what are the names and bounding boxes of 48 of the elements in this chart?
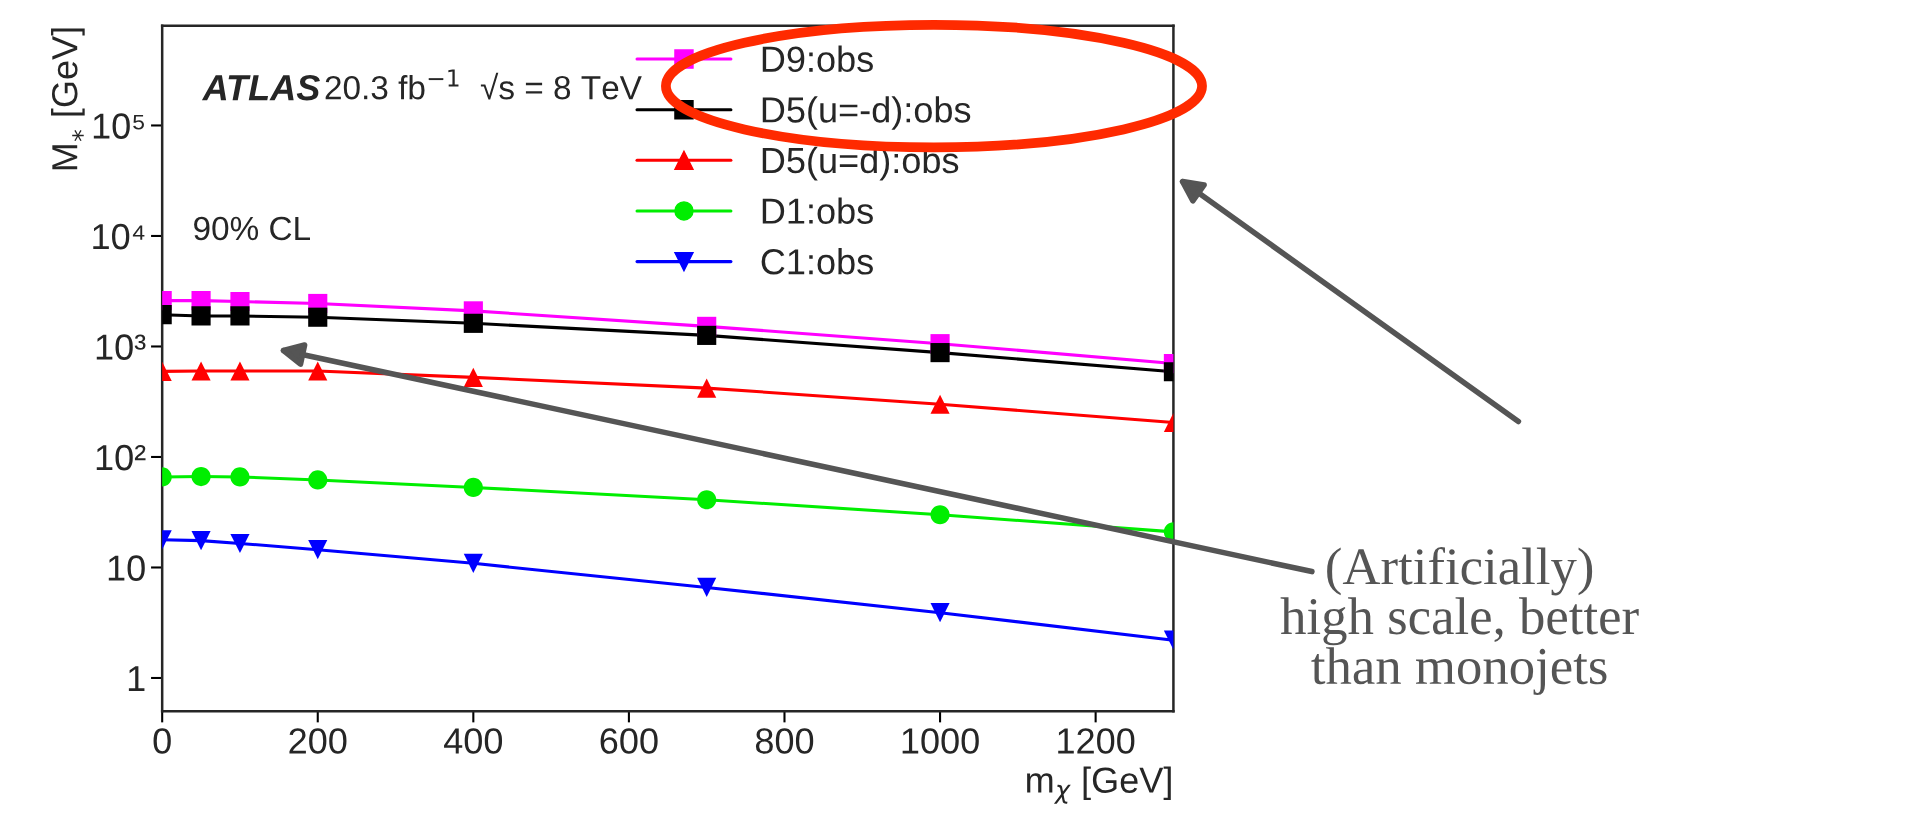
point	[230, 533, 250, 554]
annotation: ATLAS	[201, 74, 320, 101]
x-tick-label: 200	[289, 728, 347, 754]
y-axis-title: M$_{⁎}$ [GeV]	[51, 28, 85, 170]
point	[930, 394, 950, 414]
point	[930, 603, 950, 623]
y-tick-label: 10²	[96, 444, 146, 471]
point	[697, 490, 717, 510]
point	[463, 553, 483, 573]
annotation: 90% CL	[194, 216, 310, 241]
point	[463, 477, 483, 498]
point	[697, 325, 717, 345]
point	[191, 531, 211, 551]
point	[463, 367, 483, 387]
point	[191, 466, 211, 487]
legend-label: D1:obs	[762, 197, 873, 224]
x-tick-label: 400	[444, 728, 503, 754]
point	[191, 306, 211, 326]
x-tick-label: 0	[153, 728, 171, 754]
point	[697, 577, 717, 597]
x-axis-title: m$_{χ}$ [GeV]	[1027, 766, 1171, 804]
point	[230, 467, 250, 487]
legend-label: D5(u=d):obs	[762, 146, 959, 181]
y-tick-label: 10⁵	[93, 113, 144, 139]
point	[230, 306, 250, 326]
y-tick-label: 10⁴	[93, 223, 145, 250]
point	[308, 540, 328, 560]
point	[191, 361, 211, 381]
point	[308, 470, 328, 490]
point	[230, 361, 250, 381]
annotation: 20.3 fb$^{−1}$ √s = 8 TeV	[325, 69, 642, 100]
legend-label: C1:obs	[761, 248, 873, 275]
legend-label: D5(u=-d):obs	[762, 96, 971, 130]
point	[930, 343, 950, 363]
x-tick-label: 600	[600, 728, 658, 754]
y-tick-label: 10	[108, 555, 145, 581]
point	[463, 313, 483, 333]
y-tick-label: 1	[128, 666, 145, 692]
x-tick-label: 1000	[902, 728, 979, 754]
point	[308, 361, 328, 381]
point	[308, 307, 328, 327]
text: (Artificially) high scale, better than monojets	[1280, 546, 1639, 696]
x-tick-label: 800	[755, 728, 814, 754]
legend-label: D9:obs	[762, 45, 873, 73]
point	[697, 378, 717, 398]
point	[930, 505, 950, 525]
y-tick-label: 10³	[96, 334, 146, 360]
x-tick-label: 1200	[1058, 728, 1135, 754]
